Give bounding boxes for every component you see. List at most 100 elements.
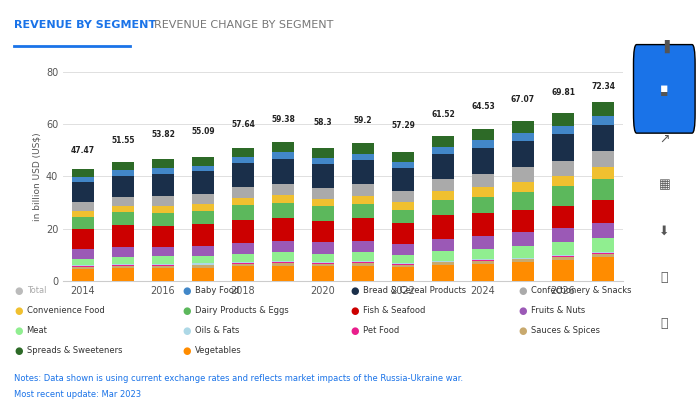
Text: 69.81: 69.81	[551, 88, 575, 97]
Bar	[432, 262, 454, 263]
Bar	[112, 225, 134, 247]
Bar	[552, 134, 574, 160]
Text: Meat: Meat	[27, 326, 48, 335]
Bar	[592, 151, 614, 167]
Bar	[432, 200, 454, 215]
Bar	[352, 204, 374, 219]
Bar	[392, 152, 414, 162]
Bar	[432, 154, 454, 179]
Bar	[192, 204, 214, 211]
Bar	[152, 226, 174, 247]
Bar	[232, 262, 254, 263]
Bar	[312, 164, 334, 188]
Bar	[512, 167, 534, 182]
Bar	[512, 134, 534, 141]
Bar	[352, 160, 374, 184]
Bar	[552, 206, 574, 228]
Bar	[72, 211, 94, 217]
Bar	[392, 255, 414, 263]
Bar	[152, 257, 174, 264]
Bar	[472, 260, 494, 261]
Bar	[592, 254, 614, 257]
Bar	[192, 224, 214, 245]
Bar	[392, 162, 414, 168]
Bar	[272, 184, 294, 195]
Bar	[592, 252, 614, 253]
Bar	[432, 215, 454, 239]
Bar	[232, 198, 254, 205]
Bar	[432, 261, 454, 262]
Bar	[552, 228, 574, 242]
Text: 55.09: 55.09	[191, 127, 215, 136]
Bar	[312, 199, 334, 207]
Bar	[152, 206, 174, 213]
Text: Oils & Fats: Oils & Fats	[195, 326, 239, 335]
Bar	[72, 177, 94, 182]
Bar	[272, 263, 294, 265]
Bar	[432, 136, 454, 147]
Bar	[72, 267, 94, 269]
Text: ●: ●	[182, 346, 190, 356]
Bar	[512, 246, 534, 257]
Bar	[512, 121, 534, 134]
Bar	[112, 170, 134, 176]
Bar	[552, 242, 574, 255]
Text: Vegetables: Vegetables	[195, 346, 242, 355]
Bar	[592, 253, 614, 254]
Text: 59.2: 59.2	[354, 116, 372, 125]
Text: ▪: ▪	[660, 82, 668, 95]
Bar	[152, 268, 174, 281]
Bar	[472, 174, 494, 187]
Bar	[312, 188, 334, 199]
Bar	[272, 252, 294, 261]
Bar	[472, 140, 494, 148]
Text: 47.47: 47.47	[71, 146, 95, 156]
Bar	[232, 266, 254, 281]
Bar	[552, 260, 574, 281]
Text: ⤢: ⤢	[661, 271, 668, 284]
Bar	[512, 182, 534, 192]
Bar	[392, 264, 414, 265]
Text: ▪: ▪	[660, 86, 668, 99]
Bar	[72, 169, 94, 177]
Bar	[392, 202, 414, 210]
Text: Convenience Food: Convenience Food	[27, 306, 104, 315]
Bar	[352, 263, 374, 265]
Bar	[72, 269, 94, 281]
Text: 51.55: 51.55	[111, 136, 134, 145]
Bar	[592, 125, 614, 151]
Bar	[72, 249, 94, 259]
Y-axis label: in billion USD (US$): in billion USD (US$)	[33, 132, 41, 221]
Bar	[472, 264, 494, 281]
Bar	[192, 245, 214, 256]
Bar	[592, 116, 614, 125]
Bar	[392, 263, 414, 264]
Text: ●: ●	[182, 306, 190, 316]
Text: ●: ●	[518, 306, 526, 316]
Bar	[472, 129, 494, 140]
Bar	[592, 102, 614, 116]
Bar	[112, 176, 134, 196]
Bar	[552, 160, 574, 176]
Bar	[512, 259, 534, 263]
Bar	[432, 239, 454, 251]
Bar	[472, 259, 494, 260]
Bar	[552, 256, 574, 257]
Bar	[152, 265, 174, 266]
Bar	[392, 210, 414, 223]
Text: Dairy Products & Eggs: Dairy Products & Eggs	[195, 306, 288, 315]
Bar	[512, 192, 534, 210]
Text: Confectionery & Snacks: Confectionery & Snacks	[531, 286, 631, 295]
Text: REVENUE BY SEGMENT: REVENUE BY SEGMENT	[14, 20, 156, 30]
Text: 53.82: 53.82	[151, 130, 175, 139]
Text: Pet Food: Pet Food	[363, 326, 399, 335]
Bar	[72, 259, 94, 265]
Bar	[352, 219, 374, 241]
Bar	[232, 253, 254, 262]
Bar	[432, 191, 454, 200]
Bar	[432, 179, 454, 191]
Text: REVENUE CHANGE BY SEGMENT: REVENUE CHANGE BY SEGMENT	[154, 20, 333, 30]
Text: Fruits & Nuts: Fruits & Nuts	[531, 306, 585, 315]
Bar	[152, 266, 174, 268]
Text: Spreads & Sweeteners: Spreads & Sweeteners	[27, 346, 122, 355]
